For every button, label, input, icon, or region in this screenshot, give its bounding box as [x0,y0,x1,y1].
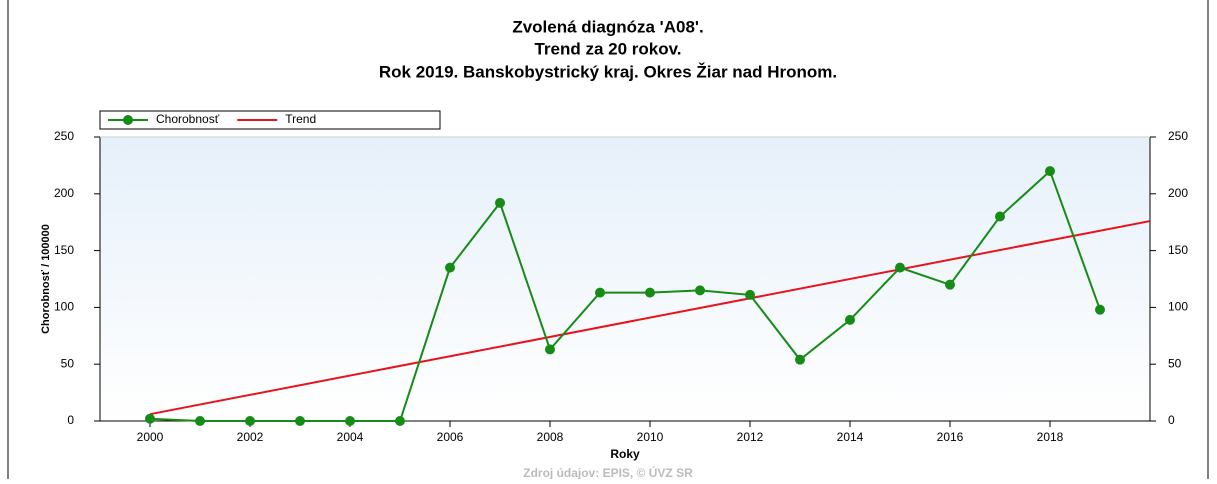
marker [595,287,605,298]
marker [995,211,1005,222]
y-tick-label: 0 [67,413,74,427]
marker [845,314,855,325]
marker [945,279,955,290]
y-axis-label: Chorobnosť / 100000 [40,224,52,334]
chart-title: Trend za 20 rokov. [534,39,681,58]
y-tick-label: 150 [54,243,74,257]
marker [245,416,255,426]
x-tick-label: 2006 [437,430,464,444]
x-tick-label: 2004 [337,430,364,444]
x-tick-label: 2000 [137,430,164,444]
marker [495,197,505,208]
marker [195,416,205,426]
source: Zdroj údajov: EPIS, © ÚVZ SR [523,465,693,479]
marker [345,416,355,426]
y2-tick-label: 250 [1168,129,1188,143]
legend-label: Chorobnosť [156,112,220,126]
plot-area [100,137,1150,421]
chart-title: Rok 2019. Banskobystrický kraj. Okres Ži… [379,62,837,81]
x-tick-label: 2012 [737,430,764,444]
y-tick-label: 200 [54,186,74,200]
marker [395,416,405,426]
y2-tick-label: 200 [1168,186,1188,200]
y-tick-label: 100 [54,300,74,314]
x-tick-label: 2002 [237,430,264,444]
x-tick-label: 2008 [537,430,564,444]
y2-tick-label: 150 [1168,243,1188,257]
y-tick-label: 250 [54,129,74,143]
marker [645,287,655,298]
x-axis-label: Roky [610,447,640,461]
marker [145,413,155,424]
x-tick-label: 2016 [937,430,964,444]
y-tick-label: 50 [61,356,75,370]
legend-marker [123,115,133,125]
marker [795,354,805,365]
series-line [149,220,1150,416]
y2-tick-label: 100 [1168,300,1188,314]
marker [295,416,305,426]
marker [1095,304,1105,315]
marker [1045,166,1055,177]
chart-title: Zvolená diagnóza 'A08'. [512,17,703,36]
legend-label: Trend [285,112,316,126]
y2-tick-label: 0 [1168,413,1175,427]
marker [445,262,455,273]
y2-tick-label: 50 [1168,356,1182,370]
marker [695,285,705,296]
marker [745,289,755,300]
x-tick-label: 2018 [1037,430,1064,444]
x-tick-label: 2014 [837,430,864,444]
marker [545,344,555,355]
series-line [149,169,1101,422]
marker [895,262,905,273]
x-tick-label: 2010 [637,430,664,444]
